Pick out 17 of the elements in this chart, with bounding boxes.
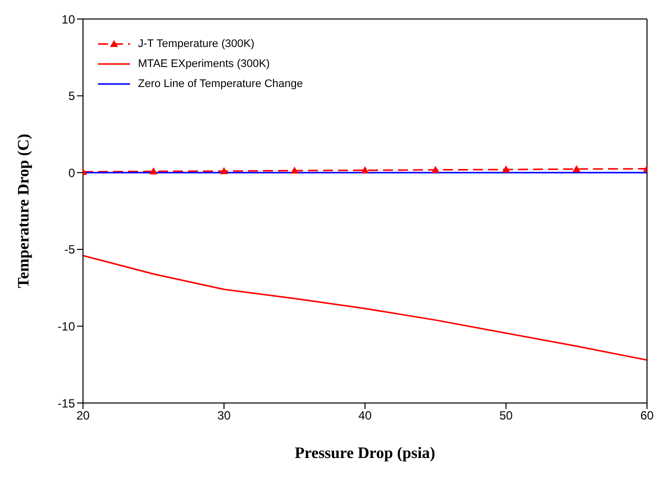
- y-axis-title: Temperature Drop (C): [16, 134, 33, 288]
- y-tick-label: -5: [64, 242, 76, 257]
- legend-label: MTAE EXperiments (300K): [138, 57, 270, 72]
- x-tick-label: 50: [499, 408, 513, 423]
- y-tick-label: 0: [68, 166, 76, 180]
- x-tick-label: 60: [640, 408, 654, 423]
- y-tick-label: 5: [68, 89, 76, 104]
- legend-label: J-T Temperature (300K): [138, 37, 254, 52]
- line-series: [83, 254, 647, 361]
- x-tick-label: 20: [76, 408, 90, 423]
- y-tick-label: -15: [58, 396, 76, 410]
- x-axis-title: Pressure Drop (psia): [294, 445, 436, 462]
- x-tick-label: 30: [217, 408, 231, 423]
- legend-label: Zero Line of Temperature Change: [138, 77, 303, 92]
- x-tick-label: 40: [358, 408, 372, 423]
- y-tick-label: -10: [58, 319, 76, 334]
- y-tick-label: 10: [62, 12, 76, 26]
